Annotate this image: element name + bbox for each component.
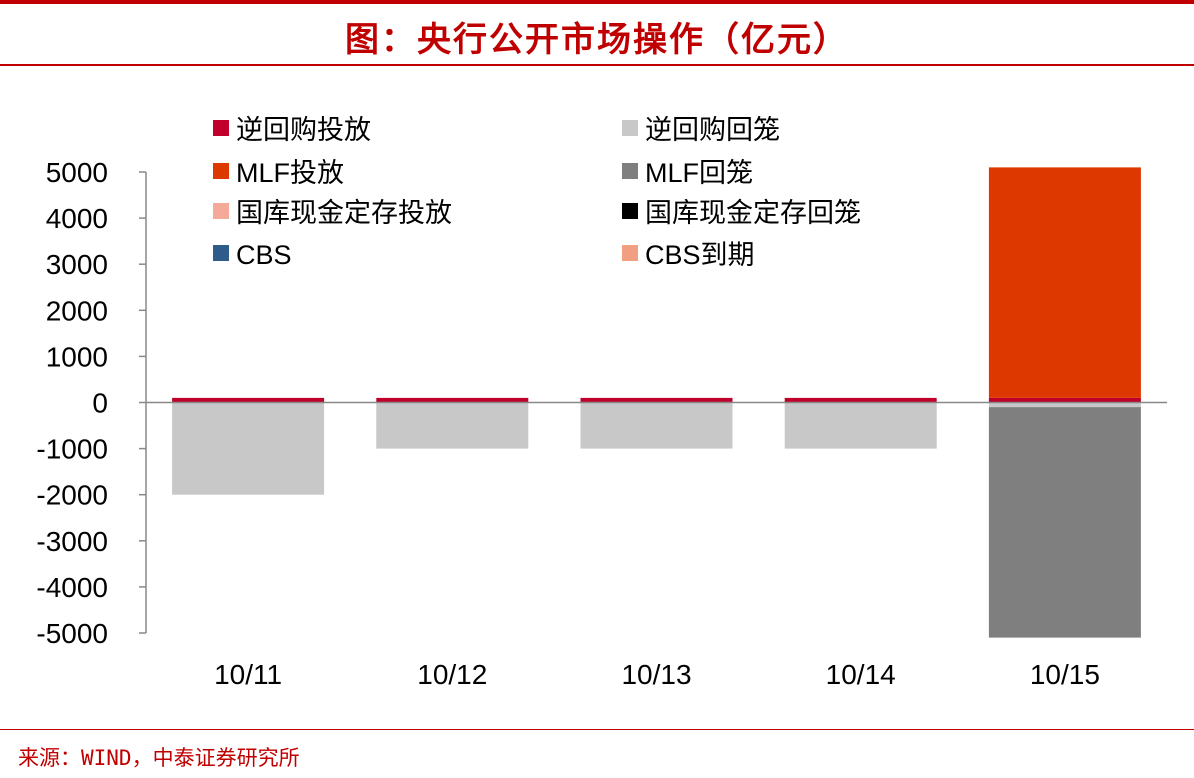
bar-segment: [988, 167, 1141, 398]
bar-segment: [988, 402, 1141, 408]
chart-title: 图：央行公开市场操作（亿元）: [345, 20, 849, 60]
y-tick-label: -2000: [36, 480, 108, 511]
y-tick-label: 2000: [46, 295, 108, 326]
bar-segment: [376, 402, 529, 449]
legend-label: 逆回购回笼: [645, 115, 780, 145]
footer-divider: [0, 729, 1194, 730]
source-note: 来源：WIND，中泰证券研究所: [18, 746, 300, 770]
legend-swatch: [213, 163, 229, 179]
x-tick-label: 10/11: [214, 659, 282, 690]
y-tick-label: 0: [92, 388, 108, 419]
y-tick-label: -5000: [36, 618, 108, 649]
x-tick-label: 10/13: [621, 659, 691, 690]
legend-swatch: [213, 203, 229, 219]
x-tick-label: 10/14: [826, 659, 896, 690]
x-tick-label: 10/12: [417, 659, 487, 690]
bar-segment: [988, 397, 1141, 403]
y-tick-label: 3000: [46, 249, 108, 280]
bar-segment: [172, 402, 325, 495]
y-tick-label: -3000: [36, 526, 108, 557]
bar-segment: [784, 397, 937, 403]
bar-segment: [580, 402, 733, 449]
legend-label: CBS: [236, 240, 292, 270]
bar-segment: [580, 397, 733, 403]
legend-swatch: [622, 163, 638, 179]
bar-segment: [172, 397, 325, 403]
legend-swatch: [213, 245, 229, 261]
legend-label: CBS到期: [645, 240, 755, 270]
legend-label: MLF回笼: [645, 158, 753, 188]
y-tick-label: -1000: [36, 434, 108, 465]
bar-segment: [988, 407, 1141, 638]
bar-segment: [376, 397, 529, 403]
title-divider: [0, 64, 1194, 66]
legend-swatch: [213, 120, 229, 136]
y-tick-label: -4000: [36, 572, 108, 603]
legend-swatch: [622, 245, 638, 261]
legend-label: MLF投放: [236, 158, 344, 188]
legend-label: 国库现金定存投放: [236, 198, 452, 228]
y-tick-label: 4000: [46, 203, 108, 234]
y-tick-label: 1000: [46, 341, 108, 372]
x-tick-label: 10/15: [1030, 659, 1100, 690]
y-tick-label: 5000: [46, 157, 108, 188]
top-border-rule: [0, 0, 1194, 4]
bar-segment: [784, 402, 937, 449]
legend-swatch: [622, 203, 638, 219]
legend-label: 国库现金定存回笼: [645, 198, 861, 228]
legend-swatch: [622, 120, 638, 136]
legend-label: 逆回购投放: [236, 115, 371, 145]
